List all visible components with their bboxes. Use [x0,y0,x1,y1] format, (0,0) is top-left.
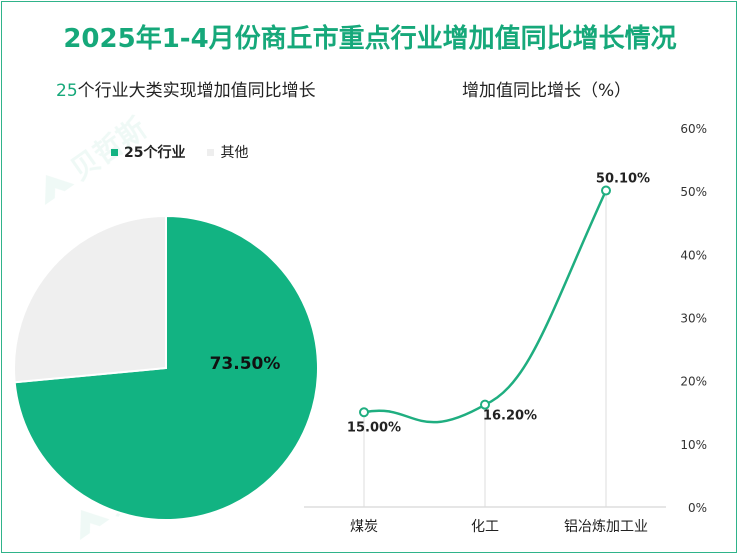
legend-item-25-industries: 25个行业 [111,142,185,162]
line-chart: 0% 10% 20% 30% 40% 50% 60% 15.00% 16.20% 50.10% 煤炭… [304,122,707,535]
pie-chart-title: 25个行业大类实现增加值同比增长 [56,76,316,101]
pie-slice-1 [13,214,167,384]
legend-swatch-gray [207,148,215,156]
legend-item-other: 其他 [207,142,248,162]
y-tick-label: 60% [680,122,707,136]
data-label: 15.00% [347,420,401,435]
x-tick-label: 铝冶炼加工业 [564,519,648,535]
data-label: 16.20% [483,409,537,424]
main-title: 2025年1-4月份商丘市重点行业增加值同比增长情况 [63,24,677,54]
legend-label: 25个行业 [124,145,186,161]
pie-slice-label: 73.50% [210,354,281,374]
y-tick-label: 10% [680,438,707,452]
data-point [601,185,611,196]
legend-swatch-green [111,148,118,156]
x-tick-label: 化工 [471,519,499,535]
y-tick-label: 40% [680,248,707,262]
x-tick-label: 煤炭 [350,519,378,535]
pie-title-text: 个行业大类实现增加值同比增长 [77,81,316,101]
pie-legend: 25个行业 其他 [111,142,270,162]
data-point [359,407,369,418]
y-tick-label: 50% [680,185,707,199]
data-point [480,399,490,410]
y-tick-label: 20% [680,375,707,389]
line-chart-title: 增加值同比增长（%） [462,81,632,101]
data-label: 50.10% [596,172,650,187]
svg-text:贝哲斯: 贝哲斯 [64,111,152,186]
y-tick-label: 30% [680,312,707,326]
legend-label: 其他 [220,145,249,161]
pie-title-number: 25 [56,81,78,101]
series-line [363,190,608,424]
pie-chart: 73.50% [13,214,319,521]
y-tick-label: 0% [688,501,707,515]
